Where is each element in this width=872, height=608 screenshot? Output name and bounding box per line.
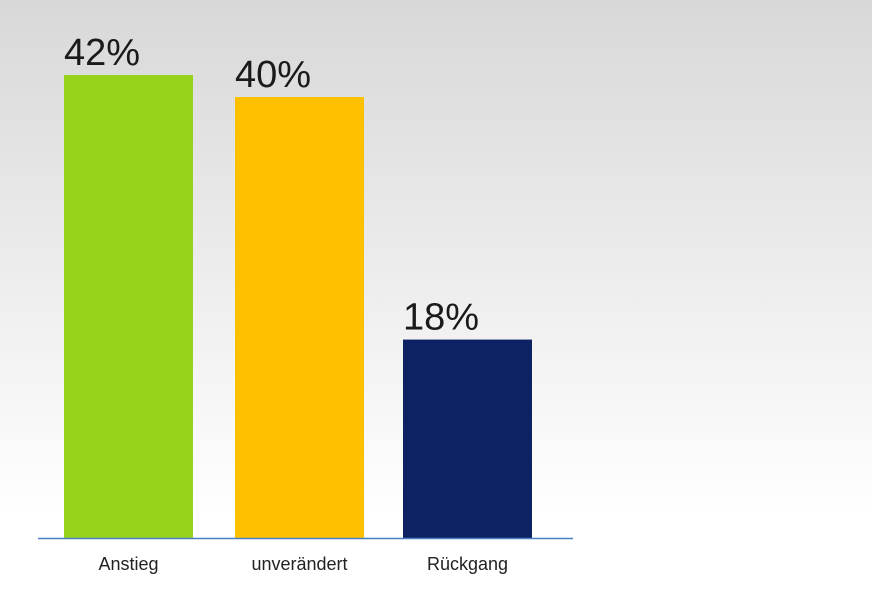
value-label: 42% [64,32,140,74]
value-label: 40% [235,54,311,96]
x-tick-label: unverändert [251,554,347,574]
bar [403,339,532,538]
value-label: 18% [403,297,479,339]
bar [235,97,364,539]
x-tick-label: Anstieg [98,554,158,574]
x-tick-label: Rückgang [427,554,508,574]
bar [64,75,193,538]
